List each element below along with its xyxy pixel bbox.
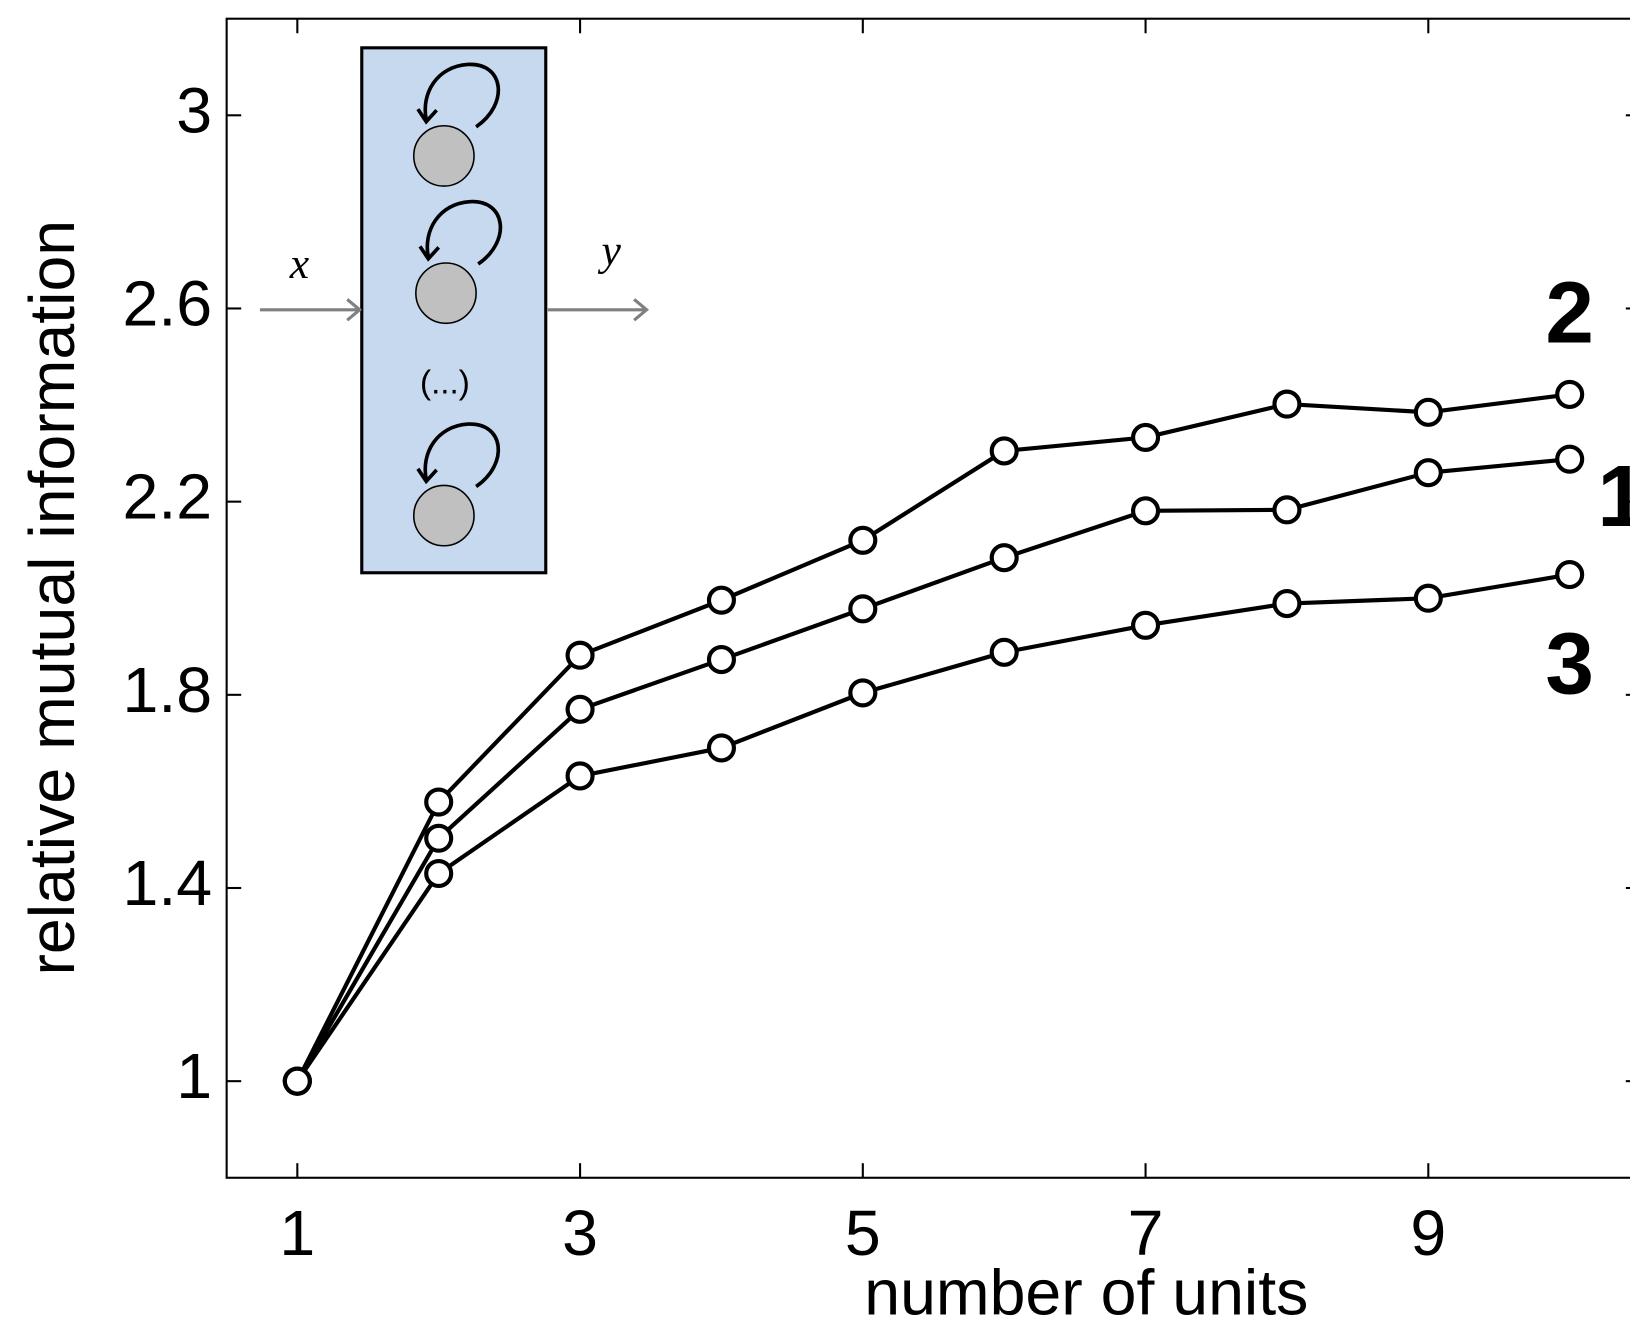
self-loop xyxy=(423,62,501,129)
data-point xyxy=(282,1066,312,1096)
data-point xyxy=(1413,397,1443,427)
plot-frame xyxy=(225,17,1630,1179)
x-tick-label: 9 xyxy=(1410,1197,1446,1269)
y-axis-label: relative mutual information xyxy=(16,220,88,976)
unit xyxy=(415,262,477,325)
data-point xyxy=(706,733,736,763)
data-point xyxy=(989,637,1019,667)
self-loop xyxy=(425,199,503,266)
data-point xyxy=(1131,496,1161,526)
arrow-head xyxy=(418,245,441,262)
y-tick-label: 1.8 xyxy=(123,654,213,726)
y-tick-label: 1 xyxy=(176,1040,212,1112)
x-tick-label: 7 xyxy=(1128,1197,1164,1269)
series-label: 2 xyxy=(1545,264,1594,362)
data-point xyxy=(565,761,595,791)
x-tick-label: 5 xyxy=(845,1197,881,1269)
x-tick-label: 1 xyxy=(279,1197,315,1269)
data-point xyxy=(848,525,878,555)
data-point xyxy=(1555,560,1585,590)
data-point xyxy=(424,823,454,853)
data-point xyxy=(424,787,454,817)
y-tick-label: 3 xyxy=(176,74,212,146)
x-tick-label: 3 xyxy=(562,1197,598,1269)
data-point xyxy=(848,678,878,708)
data-point xyxy=(989,436,1019,466)
arrow-head xyxy=(416,467,438,485)
data-point xyxy=(1272,389,1302,419)
data-point xyxy=(565,694,595,724)
data-point xyxy=(565,640,595,670)
series-line xyxy=(295,457,1570,1083)
output-arrow xyxy=(547,298,650,322)
arrow-head xyxy=(416,108,438,125)
data-point xyxy=(1131,422,1161,452)
data-point xyxy=(989,543,1019,573)
data-point xyxy=(706,585,736,615)
data-point xyxy=(1555,379,1585,409)
series-line xyxy=(295,572,1571,1083)
y-tick-label: 2.6 xyxy=(123,267,213,339)
x-axis-label: number of units xyxy=(864,1256,1308,1328)
data-point xyxy=(1272,495,1302,525)
unit xyxy=(412,484,475,547)
y-tick-label: 2.2 xyxy=(123,461,213,533)
data-point xyxy=(706,645,736,675)
y-tick-label: 1.4 xyxy=(123,847,213,919)
series-label: 3 xyxy=(1545,614,1594,712)
data-point xyxy=(424,858,454,889)
output-label: y xyxy=(598,227,622,275)
input-arrow xyxy=(259,298,363,322)
series-line xyxy=(295,392,1570,1083)
data-point xyxy=(1272,588,1302,619)
data-point xyxy=(1413,458,1443,488)
self-loop xyxy=(423,422,501,488)
inset-diagram: x y (...) xyxy=(259,46,650,575)
data-point xyxy=(848,594,878,624)
input-label: x xyxy=(289,240,310,288)
series-label: 1 xyxy=(1597,447,1630,545)
unit xyxy=(412,125,475,187)
data-point xyxy=(1413,583,1443,613)
ellipsis: (...) xyxy=(420,364,470,401)
data-point xyxy=(1131,610,1161,640)
data-point xyxy=(1555,444,1585,474)
